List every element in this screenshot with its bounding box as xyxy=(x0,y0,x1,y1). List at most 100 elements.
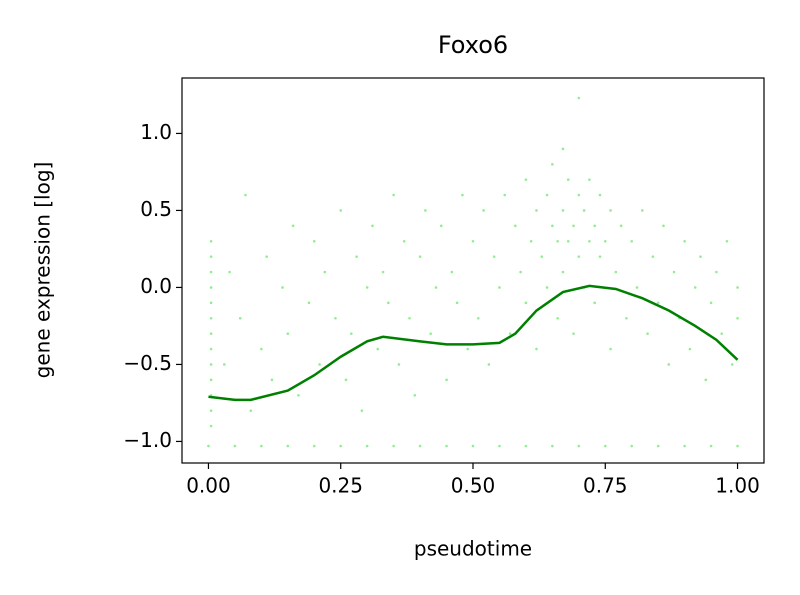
scatter-point xyxy=(736,444,739,448)
scatter-point xyxy=(413,393,417,397)
y-tick-label: −1.0 xyxy=(123,428,172,452)
scatter-point xyxy=(238,316,242,320)
scatter-point xyxy=(339,444,343,448)
scatter-point xyxy=(524,178,528,181)
scatter-point xyxy=(577,96,581,100)
scatter-point xyxy=(651,255,655,258)
scatter-point xyxy=(503,193,507,197)
scatter-point xyxy=(297,393,300,397)
scatter-point xyxy=(566,178,570,181)
scatter-point xyxy=(561,147,565,151)
scatter-point xyxy=(656,301,660,305)
x-tick-label: 0.75 xyxy=(583,474,628,498)
scatter-point xyxy=(566,239,570,243)
scatter-point xyxy=(318,363,321,366)
scatter-point xyxy=(244,193,247,197)
x-tick-label: 0.50 xyxy=(451,474,496,498)
scatter-point xyxy=(514,224,517,228)
scatter-point xyxy=(482,209,485,212)
scatter-point xyxy=(461,193,464,197)
scatter-point xyxy=(307,301,311,305)
scatter-point xyxy=(355,255,358,258)
scatter-point xyxy=(408,316,411,320)
scatter-point xyxy=(529,239,533,243)
trend-line xyxy=(208,284,739,402)
scatter-point xyxy=(392,444,395,448)
scatter-point xyxy=(535,209,538,212)
scatter-point xyxy=(365,444,369,448)
scatter-point xyxy=(339,209,343,212)
scatter-point xyxy=(672,270,676,274)
scatter-point xyxy=(551,162,554,166)
y-tick-label: −0.5 xyxy=(123,351,172,375)
scatter-point xyxy=(471,239,475,243)
scatter-point xyxy=(286,444,290,448)
scatter-point xyxy=(466,347,470,351)
scatter-point xyxy=(577,255,581,258)
scatter-point xyxy=(445,444,448,448)
scatter-point xyxy=(376,347,380,351)
scatter-point xyxy=(715,270,718,274)
y-tick-label: 0.5 xyxy=(140,197,172,221)
scatter-point xyxy=(281,286,284,289)
scatter-point xyxy=(561,270,565,274)
scatter-point xyxy=(551,224,554,228)
scatter-point xyxy=(598,255,602,258)
scatter-point xyxy=(720,332,723,335)
scatter-point xyxy=(270,378,274,382)
scatter-point xyxy=(630,444,634,448)
scatter-point xyxy=(260,444,263,448)
scatter-point xyxy=(551,444,554,448)
scatter-point xyxy=(429,332,432,335)
scatter-point xyxy=(286,332,290,335)
scatter-point xyxy=(519,270,522,274)
scatter-point xyxy=(312,239,316,243)
scatter-point xyxy=(709,444,713,448)
scatter-point xyxy=(209,363,213,366)
scatter-point xyxy=(619,224,623,228)
scatter-point xyxy=(344,378,348,382)
scatter-point xyxy=(593,301,596,305)
scatter-point xyxy=(725,239,729,243)
y-tick-label: 0.0 xyxy=(140,274,172,298)
scatter-point xyxy=(577,193,581,197)
scatter-point xyxy=(656,444,660,448)
scatter-point xyxy=(418,444,422,448)
scatter-point xyxy=(667,363,671,366)
y-tick-label: 1.0 xyxy=(140,120,172,144)
plot-frame xyxy=(181,77,765,464)
scatter-point xyxy=(334,316,337,320)
scatter-point xyxy=(487,363,491,366)
scatter-point xyxy=(418,255,422,258)
scatter-point xyxy=(683,239,686,243)
scatter-point xyxy=(662,224,665,228)
scatter-point xyxy=(498,286,501,289)
scatter-point xyxy=(476,316,480,320)
scatter-point xyxy=(535,347,538,351)
scatter-point xyxy=(265,255,268,258)
scatter-point xyxy=(209,409,213,412)
scatter-point xyxy=(556,316,559,320)
scatter-point xyxy=(736,316,739,320)
scatter-point xyxy=(508,332,512,335)
scatter-point xyxy=(545,193,549,197)
scatter-point xyxy=(736,286,739,289)
scatter-point xyxy=(471,444,475,448)
scatter-point xyxy=(524,301,528,305)
scatter-point xyxy=(233,444,237,448)
scatter-point xyxy=(228,270,231,274)
scatter-point xyxy=(614,270,618,274)
scatter-point xyxy=(312,444,316,448)
scatter-point xyxy=(603,444,607,448)
x-axis-label: pseudotime xyxy=(414,537,532,561)
scatter-point xyxy=(730,363,734,366)
scatter-point xyxy=(588,239,591,243)
scatter-point xyxy=(207,444,210,448)
scatter-point xyxy=(249,409,253,412)
scatter-point xyxy=(577,444,581,448)
scatter-point xyxy=(209,301,213,305)
scatter-point xyxy=(704,378,708,382)
scatter-point xyxy=(209,332,213,335)
x-tick-label: 0.25 xyxy=(318,474,363,498)
scatter-point xyxy=(209,316,213,320)
